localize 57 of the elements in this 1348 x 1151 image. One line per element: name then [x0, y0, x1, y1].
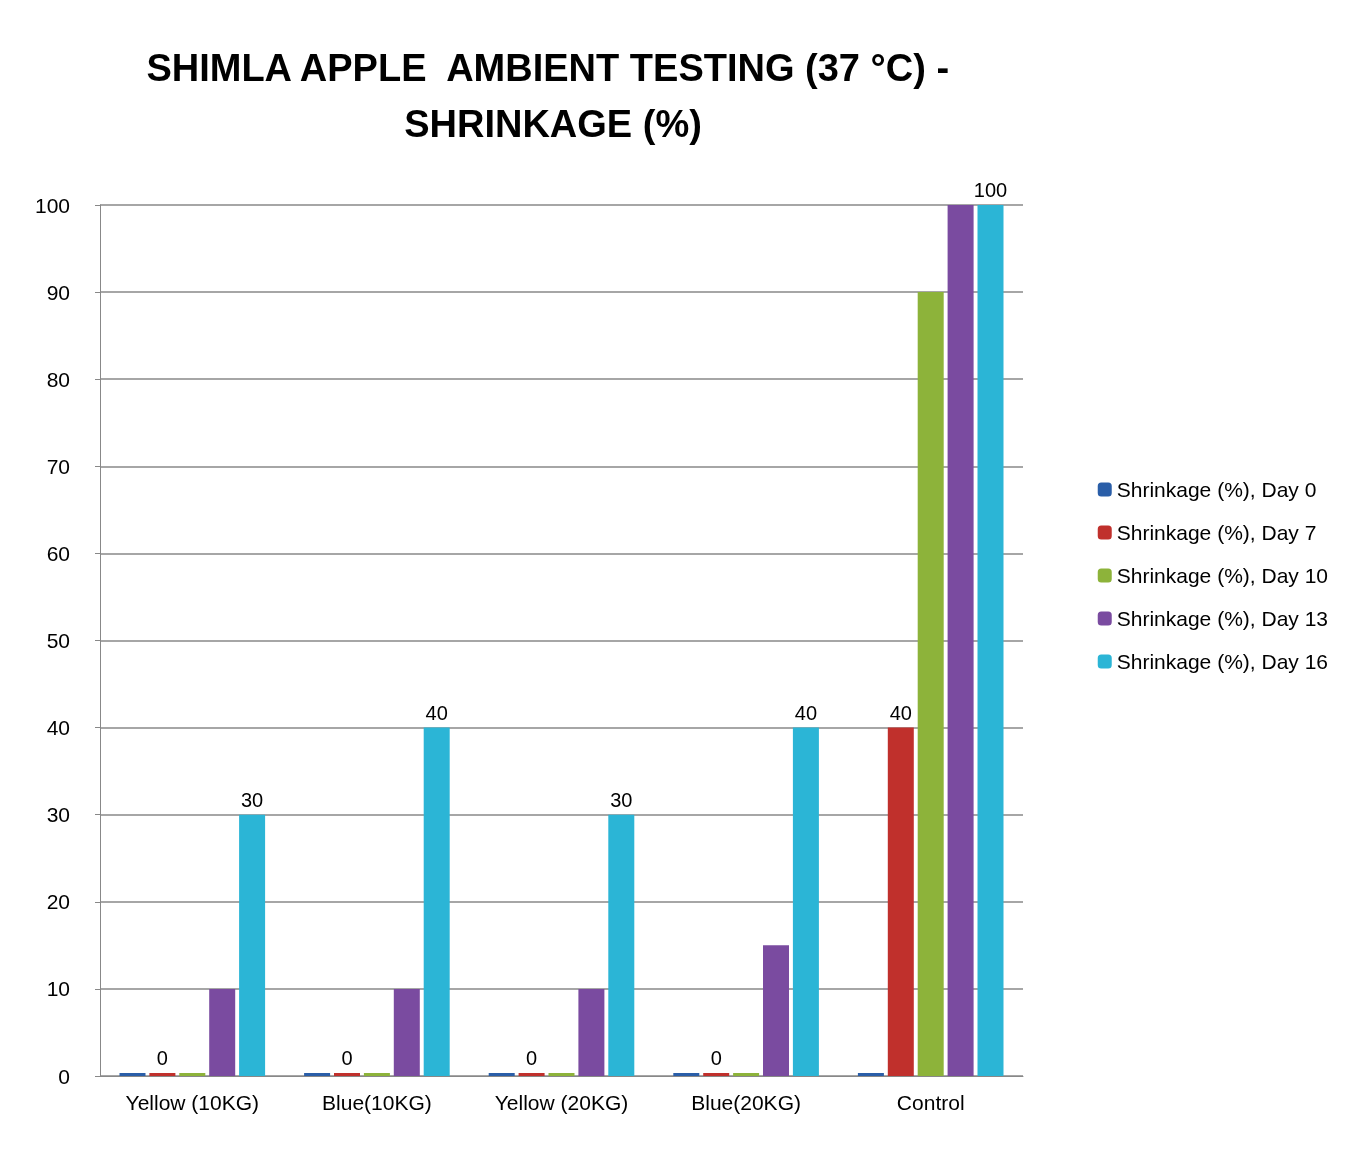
bar	[917, 292, 944, 1076]
bar	[518, 1073, 545, 1076]
legend-label: Shrinkage (%), Day 10	[1116, 564, 1328, 587]
x-tick-label: Yellow (10KG)	[125, 1091, 260, 1114]
legend-label: Shrinkage (%), Day 0	[1116, 478, 1317, 501]
bar	[239, 814, 266, 1076]
bar	[423, 727, 450, 1076]
bar	[149, 1073, 176, 1076]
bar	[733, 1073, 760, 1076]
x-tick-label: Blue(20KG)	[691, 1091, 801, 1114]
bar	[119, 1073, 146, 1076]
data-label: 30	[610, 788, 633, 811]
bar	[209, 988, 236, 1076]
y-tick-label: 40	[46, 716, 70, 740]
data-label: 40	[425, 701, 448, 724]
bar	[548, 1073, 575, 1076]
bar	[334, 1073, 360, 1076]
bar	[488, 1073, 515, 1076]
bar	[887, 727, 914, 1076]
bar	[578, 988, 605, 1076]
bar	[763, 945, 789, 1076]
bar	[792, 727, 819, 1076]
y-tick-label: 80	[46, 367, 70, 391]
legend-label: Shrinkage (%), Day 7	[1116, 521, 1317, 544]
y-tick-label: 10	[46, 977, 70, 1001]
legend-label: Shrinkage (%), Day 13	[1116, 607, 1328, 630]
x-tick-label: Control	[896, 1091, 965, 1114]
bar	[977, 205, 1004, 1076]
data-label: 30	[240, 788, 264, 811]
y-tick-label: 20	[46, 890, 70, 914]
y-tick-label: 70	[46, 454, 70, 478]
bar	[947, 205, 974, 1076]
bar	[179, 1073, 206, 1076]
y-tick-label: 60	[46, 541, 70, 565]
data-label: 40	[794, 701, 818, 724]
data-label: 0	[341, 1047, 353, 1069]
data-label: 100	[973, 179, 1008, 201]
y-tick-label: 50	[46, 629, 70, 652]
data-label: 0	[156, 1047, 168, 1069]
data-label: 0	[526, 1047, 538, 1069]
bar	[304, 1073, 331, 1076]
bar	[703, 1073, 730, 1076]
y-tick-label: 100	[34, 193, 70, 217]
bar	[673, 1073, 700, 1076]
y-tick-label: 0	[58, 1064, 70, 1088]
bar	[608, 814, 635, 1076]
y-tick-label: 30	[46, 803, 70, 827]
bar	[857, 1073, 884, 1076]
chart-title: SHIMLA APPLE AMBIENT TESTING (37 °C) - SHRINKAGE (%)	[146, 47, 960, 145]
data-label: 0	[710, 1047, 722, 1069]
y-tick-label: 90	[46, 280, 70, 304]
x-tick-label: Yellow (20KG)	[494, 1091, 629, 1114]
data-label: 40	[889, 701, 912, 724]
bar	[363, 1073, 390, 1076]
x-tick-label: Blue(10KG)	[322, 1091, 432, 1114]
bar	[393, 988, 420, 1076]
legend-label: Shrinkage (%), Day 16	[1116, 650, 1328, 673]
